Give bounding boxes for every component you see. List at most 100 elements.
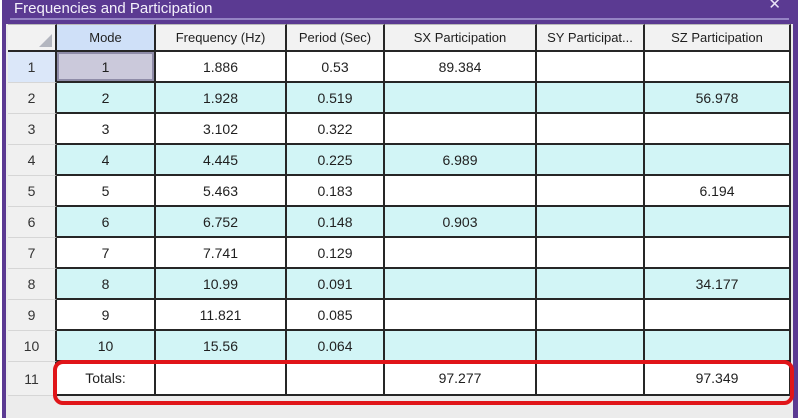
cell-mode[interactable]: 1	[57, 52, 156, 83]
cell-sx[interactable]	[385, 331, 537, 362]
row-header[interactable]: 6	[8, 207, 57, 238]
cell-sy[interactable]	[537, 269, 645, 300]
column-header-mode[interactable]: Mode	[57, 24, 156, 52]
column-header-sy[interactable]: SY Participat...	[537, 24, 645, 52]
cell-sy[interactable]	[537, 331, 645, 362]
cell-mode[interactable]: 9	[57, 300, 156, 331]
cell-sz[interactable]	[645, 331, 791, 362]
cell-sz[interactable]: 56.978	[645, 83, 791, 114]
row-header[interactable]: 3	[8, 114, 57, 145]
cell-mode[interactable]: 10	[57, 331, 156, 362]
cell-frequency[interactable]: 11.821	[156, 300, 287, 331]
cell-sy[interactable]	[537, 145, 645, 176]
cell-mode[interactable]: 7	[57, 238, 156, 269]
cell-sy[interactable]	[537, 83, 645, 114]
cell-period[interactable]: 0.085	[287, 300, 385, 331]
table-body: 1 1 1.886 0.53 89.384 2 2 1.928 0.519 56.978 3 3 3.1…	[8, 52, 791, 396]
cell-sx[interactable]: 6.989	[385, 145, 537, 176]
header-row: Mode Frequency (Hz) Period (Sec) SX Part…	[8, 24, 791, 52]
cell-sz[interactable]: 34.177	[645, 269, 791, 300]
column-header-period[interactable]: Period (Sec)	[287, 24, 385, 52]
cell-frequency[interactable]: 1.928	[156, 83, 287, 114]
cell-frequency[interactable]: 7.741	[156, 238, 287, 269]
cell-sx[interactable]	[385, 114, 537, 145]
cell-sx[interactable]	[385, 269, 537, 300]
cell-sx[interactable]: 0.903	[385, 207, 537, 238]
cell-sy[interactable]	[537, 52, 645, 83]
cell-frequency[interactable]: 10.99	[156, 269, 287, 300]
table-row: 8 8 10.99 0.091 34.177	[8, 269, 791, 300]
row-header[interactable]: 10	[8, 331, 57, 362]
cell-sz[interactable]	[645, 207, 791, 238]
table-row: 6 6 6.752 0.148 0.903	[8, 207, 791, 238]
row-header[interactable]: 7	[8, 238, 57, 269]
cell-sx[interactable]: 97.277	[385, 362, 537, 396]
table-row: 3 3 3.102 0.322	[8, 114, 791, 145]
row-header[interactable]: 4	[8, 145, 57, 176]
cell-sz[interactable]: 6.194	[645, 176, 791, 207]
select-all-icon	[39, 34, 52, 47]
row-header[interactable]: 11	[8, 362, 57, 396]
cell-mode[interactable]: 6	[57, 207, 156, 238]
cell-sx[interactable]: 89.384	[385, 52, 537, 83]
cell-period[interactable]: 0.225	[287, 145, 385, 176]
cell-period[interactable]: 0.148	[287, 207, 385, 238]
close-icon[interactable]: ✕	[768, 0, 781, 13]
cell-sz[interactable]	[645, 238, 791, 269]
table-row: 2 2 1.928 0.519 56.978	[8, 83, 791, 114]
cell-frequency[interactable]: 15.56	[156, 331, 287, 362]
cell-sx[interactable]	[385, 238, 537, 269]
cell-mode[interactable]: 2	[57, 83, 156, 114]
cell-period[interactable]: 0.519	[287, 83, 385, 114]
window-title: Frequencies and Participation	[14, 0, 213, 17]
titlebar-accent-line	[10, 18, 789, 20]
cell-mode[interactable]: 4	[57, 145, 156, 176]
cell-sz[interactable]	[645, 300, 791, 331]
table-row: 1 1 1.886 0.53 89.384	[8, 52, 791, 83]
select-all-corner[interactable]	[8, 24, 57, 52]
row-header[interactable]: 5	[8, 176, 57, 207]
cell-period[interactable]: 0.064	[287, 331, 385, 362]
cell-sy[interactable]	[537, 114, 645, 145]
cell-sy[interactable]	[537, 176, 645, 207]
row-header[interactable]: 2	[8, 83, 57, 114]
row-header[interactable]: 8	[8, 269, 57, 300]
cell-frequency[interactable]: 3.102	[156, 114, 287, 145]
cell-period[interactable]: 0.183	[287, 176, 385, 207]
totals-row: 11 Totals: 97.277 97.349	[8, 362, 791, 396]
cell-frequency[interactable]: 1.886	[156, 52, 287, 83]
cell-period[interactable]: 0.091	[287, 269, 385, 300]
cell-sx[interactable]	[385, 83, 537, 114]
row-header[interactable]: 1	[8, 52, 57, 83]
cell-frequency[interactable]: 4.445	[156, 145, 287, 176]
cell-sy[interactable]	[537, 300, 645, 331]
cell-sy[interactable]	[537, 362, 645, 396]
cell-sy[interactable]	[537, 207, 645, 238]
column-header-sx[interactable]: SX Participation	[385, 24, 537, 52]
row-header[interactable]: 9	[8, 300, 57, 331]
window-titlebar[interactable]: Frequencies and Participation ✕	[6, 0, 793, 24]
cell-period[interactable]	[287, 362, 385, 396]
cell-frequency[interactable]: 6.752	[156, 207, 287, 238]
cell-frequency[interactable]	[156, 362, 287, 396]
cell-sz[interactable]	[645, 145, 791, 176]
cell-sz[interactable]: 97.349	[645, 362, 791, 396]
cell-sz[interactable]	[645, 52, 791, 83]
cell-period[interactable]: 0.129	[287, 238, 385, 269]
cell-sx[interactable]	[385, 300, 537, 331]
cell-sy[interactable]	[537, 238, 645, 269]
column-header-frequency[interactable]: Frequency (Hz)	[156, 24, 287, 52]
cell-period[interactable]: 0.322	[287, 114, 385, 145]
column-header-sz[interactable]: SZ Participation	[645, 24, 791, 52]
cell-sz[interactable]	[645, 114, 791, 145]
cell-frequency[interactable]: 5.463	[156, 176, 287, 207]
table-row: 10 10 15.56 0.064	[8, 331, 791, 362]
cell-sx[interactable]	[385, 176, 537, 207]
data-grid: Mode Frequency (Hz) Period (Sec) SX Part…	[8, 24, 794, 405]
cell-mode[interactable]: 8	[57, 269, 156, 300]
cell-period[interactable]: 0.53	[287, 52, 385, 83]
cell-mode[interactable]: Totals:	[57, 362, 156, 396]
cell-mode[interactable]: 5	[57, 176, 156, 207]
cell-mode[interactable]: 3	[57, 114, 156, 145]
